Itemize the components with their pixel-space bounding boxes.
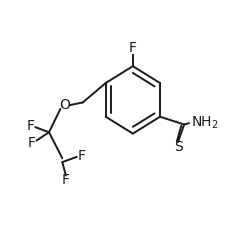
Text: F: F [27, 119, 35, 133]
Text: NH$_2$: NH$_2$ [191, 115, 219, 131]
Text: F: F [28, 136, 36, 150]
Text: F: F [62, 173, 70, 187]
Text: F: F [78, 149, 86, 163]
Text: F: F [129, 41, 137, 55]
Text: O: O [59, 98, 70, 112]
Text: S: S [174, 139, 183, 154]
